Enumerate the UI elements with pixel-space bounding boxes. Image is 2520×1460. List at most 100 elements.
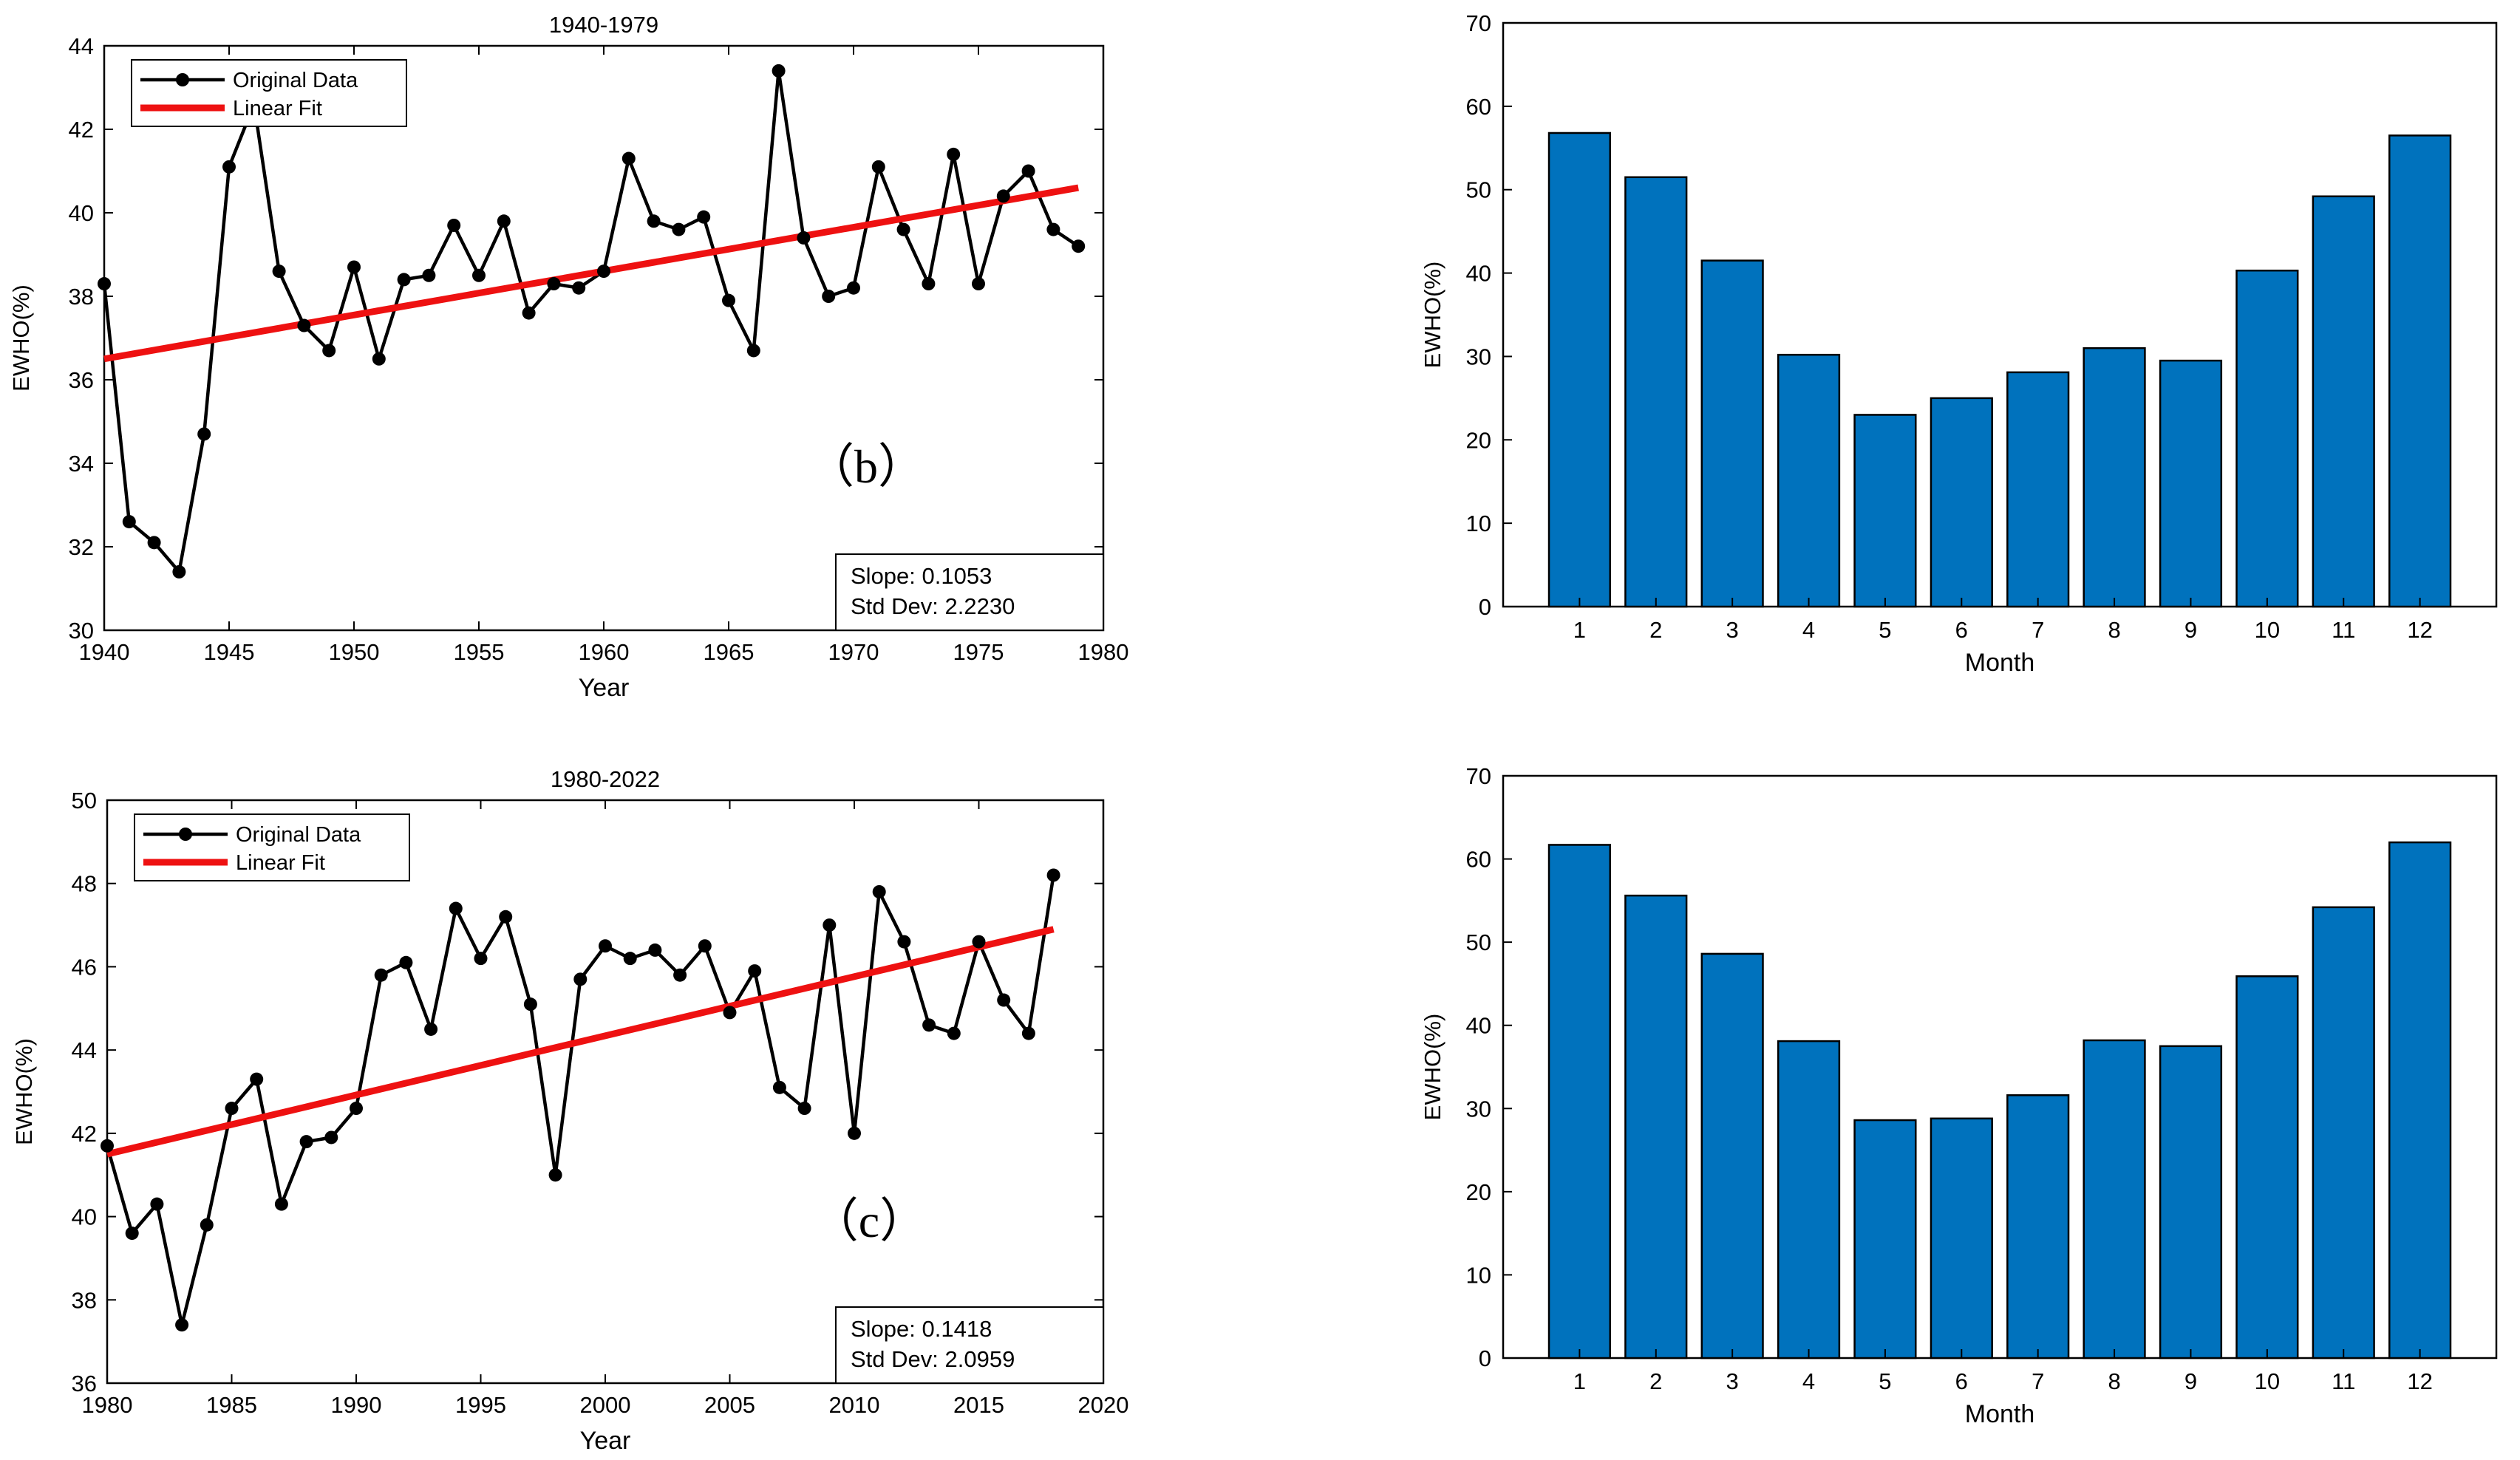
y-axis-label: EWHO(%)	[11, 1038, 37, 1145]
x-tick-label: 7	[2032, 1368, 2044, 1394]
x-tick-label: 10	[2255, 1368, 2280, 1394]
data-point	[746, 344, 760, 358]
data-point	[947, 1026, 961, 1040]
data-point	[623, 952, 637, 966]
x-tick-label: 11	[2332, 1368, 2355, 1394]
data-point	[1046, 222, 1060, 236]
x-tick-label: 1965	[704, 639, 755, 665]
data-point	[175, 1318, 189, 1332]
slope-text: Slope: 0.1418	[851, 1316, 992, 1342]
data-point	[424, 1022, 438, 1036]
x-tick-label: 6	[1955, 1368, 1968, 1394]
bar-month-1	[1547, 132, 1611, 608]
x-tick-label: 1940	[79, 639, 130, 665]
data-point	[197, 427, 211, 441]
bar-month-7	[2006, 1094, 2070, 1360]
bar-month-11	[2312, 906, 2375, 1360]
x-tick-label: 6	[1955, 617, 1968, 643]
data-point	[172, 564, 186, 579]
bar-month-10	[2235, 975, 2299, 1360]
bar-month-6	[1930, 397, 1993, 608]
x-tick-label: 11	[2332, 617, 2355, 643]
data-marks	[1547, 132, 2452, 608]
y-tick-label: 30	[1466, 344, 1491, 369]
bar-month-12	[2388, 134, 2452, 608]
data-point	[200, 1218, 214, 1232]
x-tick-label: 9	[2184, 1368, 2197, 1394]
data-point	[599, 939, 612, 953]
data-point	[722, 293, 735, 307]
data-point	[672, 222, 686, 236]
x-tick-label: 2020	[1078, 1392, 1129, 1418]
y-tick-label: 50	[72, 788, 97, 813]
data-point	[447, 218, 461, 232]
data-point	[399, 955, 413, 969]
line-chart-1940-1979: 1940-1979 Year EWHO(%) 1940 1945 1950 1955 1…	[8, 12, 1128, 702]
data-point	[347, 260, 361, 274]
legend-marker-original-data	[176, 73, 189, 86]
bar-month-3	[1700, 952, 1764, 1360]
series-line-original-data	[102, 70, 1080, 576]
x-tick-label: 12	[2407, 1368, 2432, 1394]
bar-month-4	[1777, 353, 1841, 608]
data-point	[1046, 868, 1060, 882]
data-point	[573, 972, 588, 986]
x-tick-label: 9	[2184, 617, 2197, 643]
y-tick-label: 38	[69, 284, 94, 310]
data-point	[896, 222, 910, 236]
data-point	[673, 968, 687, 982]
data-point	[547, 277, 561, 291]
stats-box: Slope: 0.1418 Std Dev: 2.0959	[835, 1306, 1104, 1384]
bar-month-8	[2083, 1039, 2146, 1360]
y-tick-label: 10	[1466, 511, 1491, 536]
data-point	[499, 910, 513, 924]
y-tick-label: 46	[72, 954, 97, 980]
legend-label-linear-fit: Linear Fit	[236, 851, 325, 875]
data-point	[272, 265, 286, 279]
legend-label-original-data: Original Data	[236, 823, 361, 847]
stats-box: Slope: 0.1053 Std Dev: 2.2230	[835, 553, 1104, 631]
x-tick-label: 2	[1649, 617, 1662, 643]
data-marks	[1547, 841, 2452, 1360]
chart-title: 1980-2022	[551, 766, 660, 792]
data-point	[422, 268, 436, 282]
data-point	[101, 1139, 114, 1153]
series-line-linear-fit	[103, 184, 1079, 363]
data-point	[324, 1130, 338, 1145]
x-tick-label: 1	[1573, 617, 1586, 643]
y-tick-label: 44	[69, 33, 94, 59]
data-point	[997, 993, 1011, 1007]
slope-text: Slope: 0.1053	[851, 563, 992, 589]
x-tick-label: 1985	[206, 1392, 257, 1418]
y-tick-label: 36	[72, 1371, 97, 1396]
bar-month-6	[1930, 1117, 1993, 1360]
axis-ticks: 1980 1985 1990 1995 2000 2005 2010 2015 2020 36 38…	[72, 788, 1129, 1418]
data-point	[397, 273, 411, 287]
x-tick-label: 2010	[829, 1392, 880, 1418]
y-tick-label: 30	[69, 618, 94, 644]
line-chart-1980-2022: 1980-2022 Year EWHO(%) 1980 1985 1990 1995 2…	[11, 766, 1128, 1455]
data-point	[647, 214, 661, 228]
data-point	[922, 277, 936, 291]
x-tick-label: 5	[1879, 1368, 1891, 1394]
legend-box	[131, 59, 407, 127]
y-tick-label: 42	[69, 117, 94, 143]
data-point	[297, 318, 311, 332]
data-marks	[101, 868, 1060, 1332]
axis-ticks: 1940 1945 1950 1955 1960 1965 1970 1975 1980 30 32…	[69, 33, 1129, 665]
x-tick-label: 1960	[579, 639, 630, 665]
data-point	[797, 231, 811, 245]
stats-box-frame	[835, 1306, 1104, 1384]
data-point	[474, 952, 488, 966]
data-point	[250, 1072, 264, 1086]
data-point	[222, 160, 236, 174]
y-tick-label: 0	[1479, 594, 1491, 620]
y-tick-label: 34	[69, 451, 94, 477]
data-point	[150, 1197, 164, 1211]
data-point	[322, 344, 336, 358]
data-point	[497, 214, 511, 228]
series-line-linear-fit	[106, 926, 1055, 1158]
data-point	[472, 268, 486, 282]
data-point	[972, 277, 985, 291]
data-point	[622, 151, 636, 166]
